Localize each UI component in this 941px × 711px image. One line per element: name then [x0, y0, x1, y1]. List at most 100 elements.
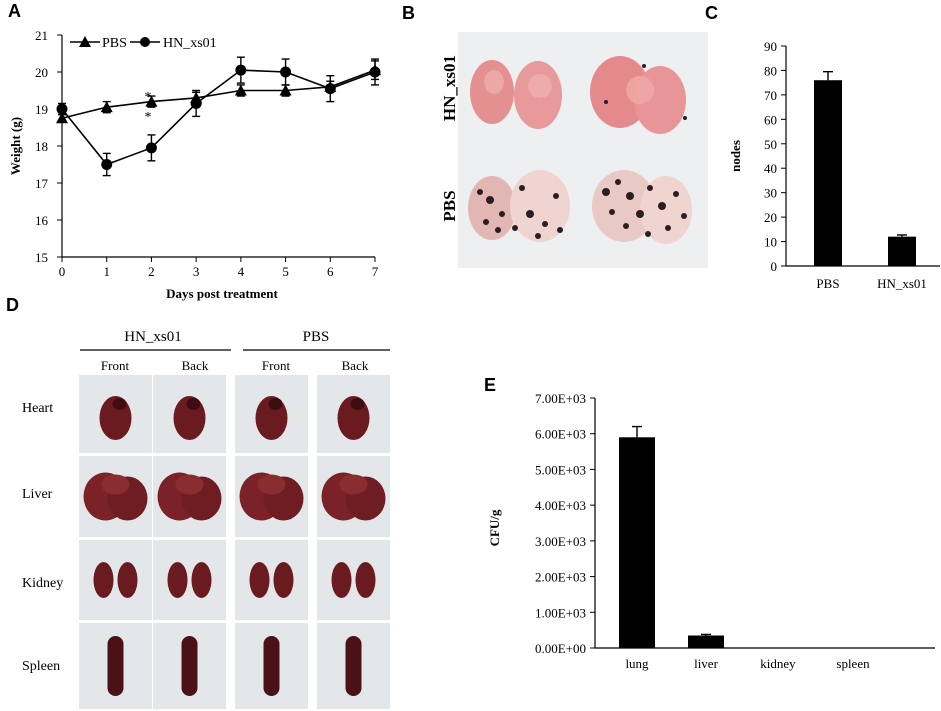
- a-y-tick-label: 19: [35, 102, 48, 117]
- a-x-tick-label: 3: [193, 264, 200, 279]
- heart-vessel: [186, 398, 201, 410]
- c-y-tick-label: 20: [764, 210, 777, 225]
- d-subcol-4: Back: [342, 358, 369, 373]
- b-row-label-pbs: PBS: [440, 190, 459, 221]
- heart-vessel: [350, 398, 365, 410]
- kidney-right: [273, 562, 294, 598]
- liver-lobe: [101, 474, 130, 495]
- d-photo-cell-kidney: [317, 540, 390, 620]
- panel-letter-b: B: [402, 3, 415, 23]
- d-row-heart: Heart: [22, 401, 53, 416]
- a-significance-star-2: *: [145, 110, 152, 125]
- liver-lobe: [339, 474, 368, 495]
- kidney-right: [191, 562, 212, 598]
- e-y-tick-label: 6.00E+03: [535, 427, 586, 442]
- liver-lobe: [257, 474, 286, 495]
- lung-hn-right: [590, 56, 687, 134]
- a-point-hn: [56, 103, 68, 115]
- a-point-hn: [101, 159, 113, 170]
- a-x-tick-label: 2: [148, 264, 155, 279]
- a-y-tick-label: 20: [35, 65, 48, 80]
- a-y-tick-label: 18: [35, 139, 48, 154]
- spleen-organ: [345, 636, 362, 696]
- a-point-pbs: [279, 84, 292, 96]
- d-subcol-1: Front: [101, 358, 130, 373]
- lung-photo-panel: HN_xs01 PBS: [440, 32, 708, 268]
- a-x-tick-label: 0: [59, 264, 66, 279]
- b-row-label-hn: HN_xs01: [440, 55, 459, 121]
- a-point-hn: [145, 142, 157, 154]
- a-significance-star-1: *: [145, 90, 152, 105]
- e-category-label: spleen: [836, 656, 870, 671]
- d-subcol-3: Front: [262, 358, 291, 373]
- cfu-bar-chart: 0.00E+00 1.00E+03 2.00E+03 3.00E+03 4.00E+03…: [487, 391, 935, 671]
- e-y-tick-label: 1.00E+03: [535, 605, 586, 620]
- a-y-tick-label: 16: [35, 213, 49, 228]
- a-legend: PBS HN_xs01: [70, 36, 217, 51]
- c-y-tick-label: 90: [764, 39, 777, 54]
- c-y-tick-label: 0: [771, 259, 778, 274]
- e-bar-liver: [688, 635, 724, 648]
- a-x-tick-label: 1: [103, 264, 110, 279]
- e-y-tick-label: 3.00E+03: [535, 534, 586, 549]
- e-category-label: liver: [694, 656, 718, 671]
- organ-photo-grid: HN_xs01 PBS Front Back Front Back Heart …: [22, 329, 390, 709]
- liver-lobe: [175, 474, 204, 495]
- lung-pbs-left: [468, 170, 570, 242]
- spleen-organ: [263, 636, 280, 696]
- c-y-tick-label: 70: [764, 88, 777, 103]
- c-bar-pbs: [814, 80, 842, 266]
- a-point-hn: [235, 64, 247, 76]
- a-x-tick-label: 4: [238, 264, 245, 279]
- e-y-tick-label: 7.00E+03: [535, 391, 586, 406]
- panel-letter-e: E: [484, 375, 496, 395]
- c-category-label: PBS: [816, 276, 839, 291]
- lung-pbs-right: [592, 170, 692, 244]
- c-y-axis-title: nodes: [728, 140, 743, 172]
- a-y-tick-label: 21: [35, 28, 48, 43]
- c-y-tick-label: 30: [764, 186, 777, 201]
- c-y-tick-label: 50: [764, 137, 777, 152]
- a-series-line-hn: [61, 69, 376, 166]
- spleen-organ: [107, 636, 124, 696]
- a-x-axis-title: Days post treatment: [166, 286, 278, 301]
- a-point-pbs: [145, 95, 158, 107]
- lung-hn-left: [470, 60, 562, 129]
- c-bar-hn_xs01: [888, 236, 916, 266]
- d-row-spleen: Spleen: [22, 659, 60, 674]
- e-y-tick-label: 5.00E+03: [535, 462, 586, 477]
- e-bar-lung: [619, 437, 655, 648]
- kidney-right: [355, 562, 376, 598]
- heart-vessel: [268, 398, 283, 410]
- d-photo-cell-kidney: [153, 540, 226, 620]
- nodes-bar-chart: 0 10 20 30 40 50 60 70 80 90 PBS HN_xs01 nodes: [728, 39, 940, 291]
- c-y-tick-label: 60: [764, 112, 777, 127]
- d-photo-cell-kidney: [235, 540, 308, 620]
- a-point-hn: [280, 66, 292, 78]
- legend-pbs-label: PBS: [102, 36, 127, 51]
- a-x-tick-label: 6: [327, 264, 334, 279]
- a-point-hn: [369, 66, 381, 78]
- e-y-tick-label: 2.00E+03: [535, 570, 586, 585]
- a-y-tick-label: 15: [35, 250, 48, 265]
- a-point-hn: [324, 83, 336, 95]
- kidney-left: [249, 562, 270, 598]
- legend-hn-label: HN_xs01: [163, 36, 217, 51]
- e-y-axis-title: CFU/g: [487, 509, 502, 546]
- a-point-pbs: [100, 101, 113, 113]
- d-subcol-2: Back: [182, 358, 209, 373]
- a-point-pbs: [56, 112, 68, 124]
- panel-letter-c: C: [705, 3, 718, 23]
- c-category-label: HN_xs01: [877, 276, 927, 291]
- kidney-left: [93, 562, 114, 598]
- e-y-tick-label: 4.00E+03: [535, 498, 586, 513]
- weight-line-chart: 15 16 17 18 19 20 21 0 1 2 3 4 5 6 7 Days post treatm…: [8, 28, 381, 301]
- a-y-tick-label: 17: [35, 176, 49, 191]
- panel-letter-a: A: [8, 1, 21, 21]
- heart-vessel: [112, 398, 127, 410]
- c-y-tick-label: 10: [764, 235, 777, 250]
- d-group-hn: HN_xs01: [124, 329, 182, 345]
- a-series-line-pbs: [61, 69, 376, 120]
- e-category-label: lung: [625, 656, 649, 671]
